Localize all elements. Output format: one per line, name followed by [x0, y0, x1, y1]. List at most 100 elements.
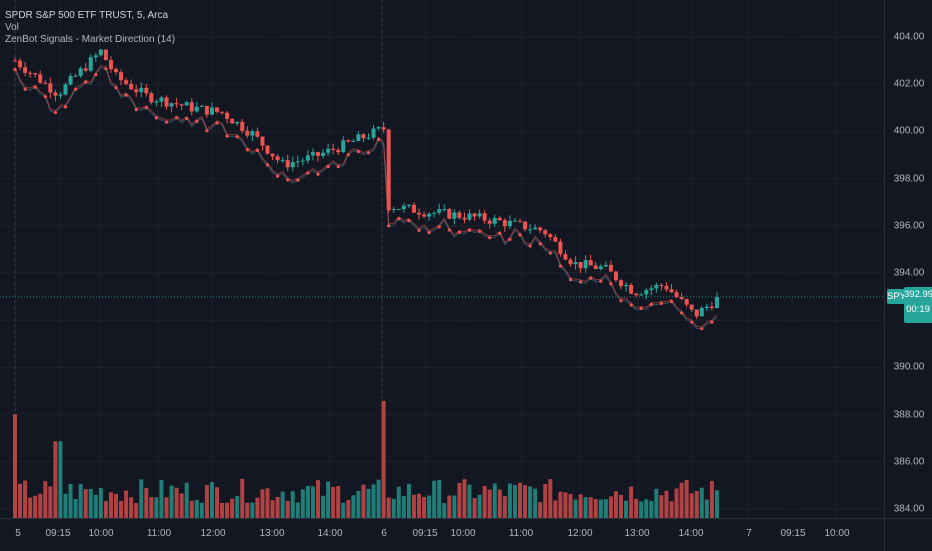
volume-bar	[694, 490, 699, 518]
volume-bar	[482, 486, 487, 518]
volume-bar	[533, 488, 538, 518]
price-chart[interactable]	[0, 0, 884, 518]
indicator-dot	[619, 299, 623, 303]
candle-body	[391, 209, 396, 211]
candle-body	[48, 83, 53, 93]
volume-bar	[457, 483, 462, 518]
volume-bar	[422, 497, 427, 518]
candle-body	[240, 121, 245, 131]
volume-bar	[305, 485, 310, 518]
indicator-label[interactable]: ZenBot Signals - Market Direction (14)	[5, 34, 176, 45]
candle-body	[447, 209, 452, 219]
candle-body	[523, 221, 528, 230]
indicator-line	[14, 65, 718, 328]
candle-body	[321, 152, 326, 156]
price-tick-label: 394.00	[893, 267, 925, 279]
candle-body	[563, 254, 568, 260]
volume-bar	[300, 489, 305, 518]
candle-body	[341, 140, 346, 153]
candle-body	[300, 160, 305, 162]
volume-bar	[442, 503, 447, 518]
candle-body	[573, 262, 578, 265]
time-tick-label: 09:15	[45, 528, 71, 539]
volume-bar	[33, 495, 38, 518]
volume-bar	[629, 486, 634, 518]
symbol-title[interactable]: SPDR S&P 500 ETF TRUST, 5, Arca	[5, 10, 169, 21]
volume-bar	[93, 494, 98, 518]
volume-bar	[401, 495, 406, 518]
candle-body	[578, 262, 583, 269]
volume-bar	[199, 502, 204, 518]
time-tick-label: 09:15	[780, 528, 806, 539]
candle-body	[134, 89, 139, 93]
volume-bar	[179, 493, 184, 518]
time-tick-label: 09:15	[412, 528, 438, 539]
volume-bar	[230, 498, 235, 518]
volume-bar	[164, 497, 169, 518]
volume-bar	[598, 499, 603, 518]
volume-bar	[83, 489, 88, 518]
volume-bar	[48, 486, 53, 518]
time-tick-label: 10:00	[824, 528, 850, 539]
indicator-dot	[437, 225, 441, 229]
indicator-dot	[356, 149, 360, 154]
candle-body	[316, 152, 320, 156]
volume-bar	[528, 486, 533, 518]
candle-body	[285, 160, 290, 168]
volume-bar	[356, 490, 361, 518]
volume-bar	[492, 483, 497, 518]
volume-bar	[134, 503, 139, 518]
indicator-dot	[387, 224, 391, 228]
candle-body	[704, 306, 709, 308]
volume-bar	[709, 481, 714, 518]
indicator-dot	[568, 278, 573, 282]
volume-bar	[543, 484, 548, 518]
time-axis[interactable]: 5 09:15 10:00 11:00 12:00 13:00 14:00 6 09:15 10:…	[0, 518, 884, 551]
volume-bar	[699, 487, 704, 518]
price-tick-label: 396.00	[893, 220, 925, 232]
price-tick-label: 384.00	[893, 503, 925, 515]
candle-body	[502, 220, 507, 227]
candle-body	[280, 160, 285, 162]
time-tick-label: 14:00	[317, 528, 343, 539]
candle-body	[194, 106, 199, 112]
candle-body	[209, 107, 214, 115]
volume-bar	[73, 499, 78, 518]
indicator-dot	[53, 110, 58, 115]
candle-body	[699, 307, 704, 317]
candle-body	[275, 156, 280, 161]
indicator-dot	[134, 108, 138, 112]
indicator-dot	[286, 178, 290, 182]
volume-bar	[280, 491, 285, 518]
volume-bar	[659, 495, 664, 518]
symbol-badge: SPY	[887, 289, 907, 304]
price-tick-label: 404.00	[893, 31, 925, 43]
volume-bar	[619, 494, 623, 518]
volume-bar	[108, 492, 113, 518]
candle-body	[159, 97, 164, 102]
volume-label[interactable]: Vol	[5, 22, 19, 33]
indicator-dot	[548, 251, 552, 255]
candle-body	[427, 213, 432, 217]
chart-area[interactable]	[0, 0, 884, 518]
candle-body	[28, 72, 33, 74]
time-tick-label: 13:00	[624, 528, 650, 539]
candle-body	[179, 104, 184, 106]
price-tick-label: 400.00	[893, 125, 925, 137]
volume-bar	[184, 482, 189, 518]
candle-body	[482, 213, 487, 221]
candle-body	[83, 68, 88, 71]
candle-body	[477, 213, 482, 217]
volume-bar	[391, 498, 396, 518]
volume-bar	[437, 480, 442, 518]
candle-body	[331, 148, 336, 150]
candle-body	[23, 67, 28, 73]
candle-body	[674, 292, 679, 297]
price-axis[interactable]: 404.00 402.00 400.00 398.00 396.00 394.00 390.…	[884, 0, 932, 518]
volume-bar	[119, 500, 124, 518]
candle-body	[336, 149, 341, 153]
price-tick-label: 388.00	[893, 409, 925, 421]
candle-body	[73, 75, 78, 77]
candle-body	[487, 220, 492, 224]
volume-bar	[225, 502, 230, 518]
